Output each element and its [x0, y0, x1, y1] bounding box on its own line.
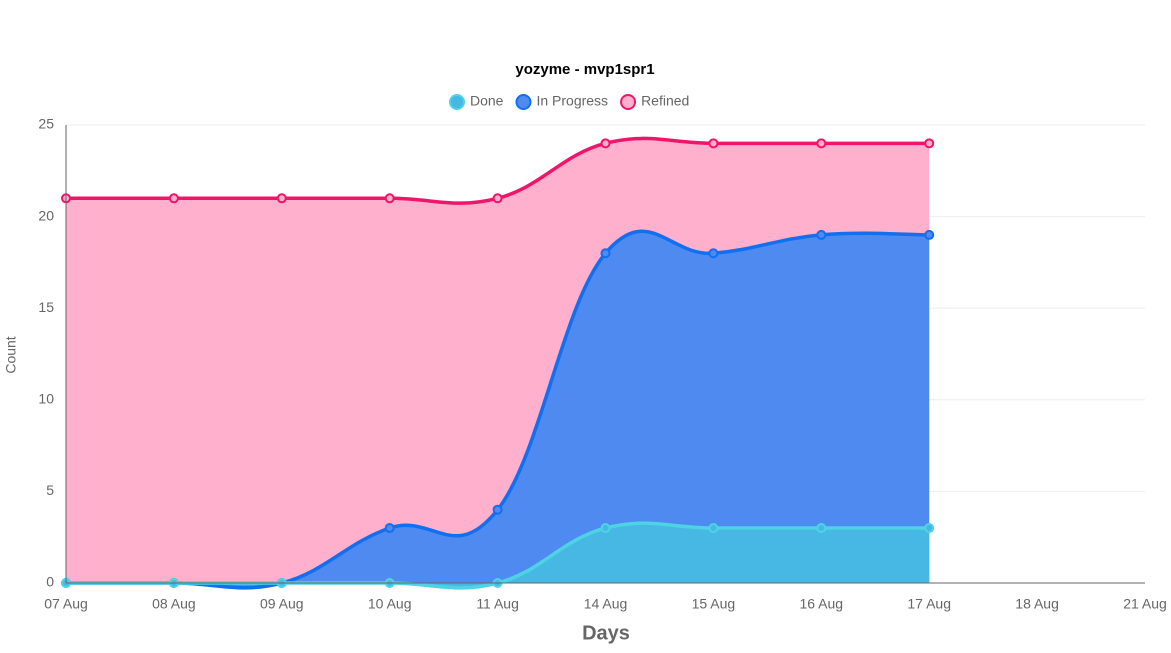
line [66, 229, 930, 590]
point [924, 138, 935, 149]
x-tick-label: 09 Aug [260, 596, 304, 612]
y-tick-label: 5 [46, 482, 54, 498]
x-tick-label: 21 Aug [1123, 596, 1167, 612]
point [816, 523, 827, 534]
y-tick-label: 0 [46, 574, 54, 590]
y-tick-label: 15 [38, 299, 54, 315]
y-tick-label: 25 [38, 116, 54, 132]
legend-swatch [620, 94, 637, 110]
x-tick-label: 11 Aug [476, 596, 519, 612]
x-tick-label: 07 Aug [44, 596, 88, 612]
point [168, 193, 179, 204]
point [924, 523, 935, 534]
x-tick-label: 15 Aug [692, 596, 736, 612]
x-tick-label: 08 Aug [152, 596, 196, 612]
legend-label: In Progress [536, 93, 608, 109]
y-tick-label: 20 [38, 207, 54, 223]
area [66, 231, 930, 588]
legend-swatch [515, 94, 532, 110]
point [384, 193, 395, 204]
point [600, 523, 611, 534]
chart-title: yozyme - mvp1spr1 [515, 61, 654, 78]
point [816, 138, 827, 149]
x-tick-label: 10 Aug [368, 596, 412, 612]
x-tick-label: 14 Aug [584, 596, 628, 612]
y-tick-label: 10 [38, 391, 54, 407]
point [708, 138, 719, 149]
point [816, 229, 827, 240]
point [276, 193, 287, 204]
x-axis-label: Days [582, 622, 630, 644]
x-tick-label: 17 Aug [907, 596, 951, 612]
area [66, 523, 930, 588]
x-tick-label: 18 Aug [1015, 596, 1059, 612]
x-tick-label: 16 Aug [799, 596, 843, 612]
y-axis-label: Count [3, 336, 19, 373]
point [924, 229, 935, 240]
point [492, 193, 503, 204]
point [708, 248, 719, 259]
legend-label: Done [470, 93, 504, 109]
point [492, 504, 503, 515]
legend-label: Refined [641, 93, 689, 109]
legend-swatch [449, 94, 465, 110]
point [600, 138, 611, 149]
point [600, 248, 611, 259]
point [384, 523, 395, 534]
point [708, 523, 719, 534]
